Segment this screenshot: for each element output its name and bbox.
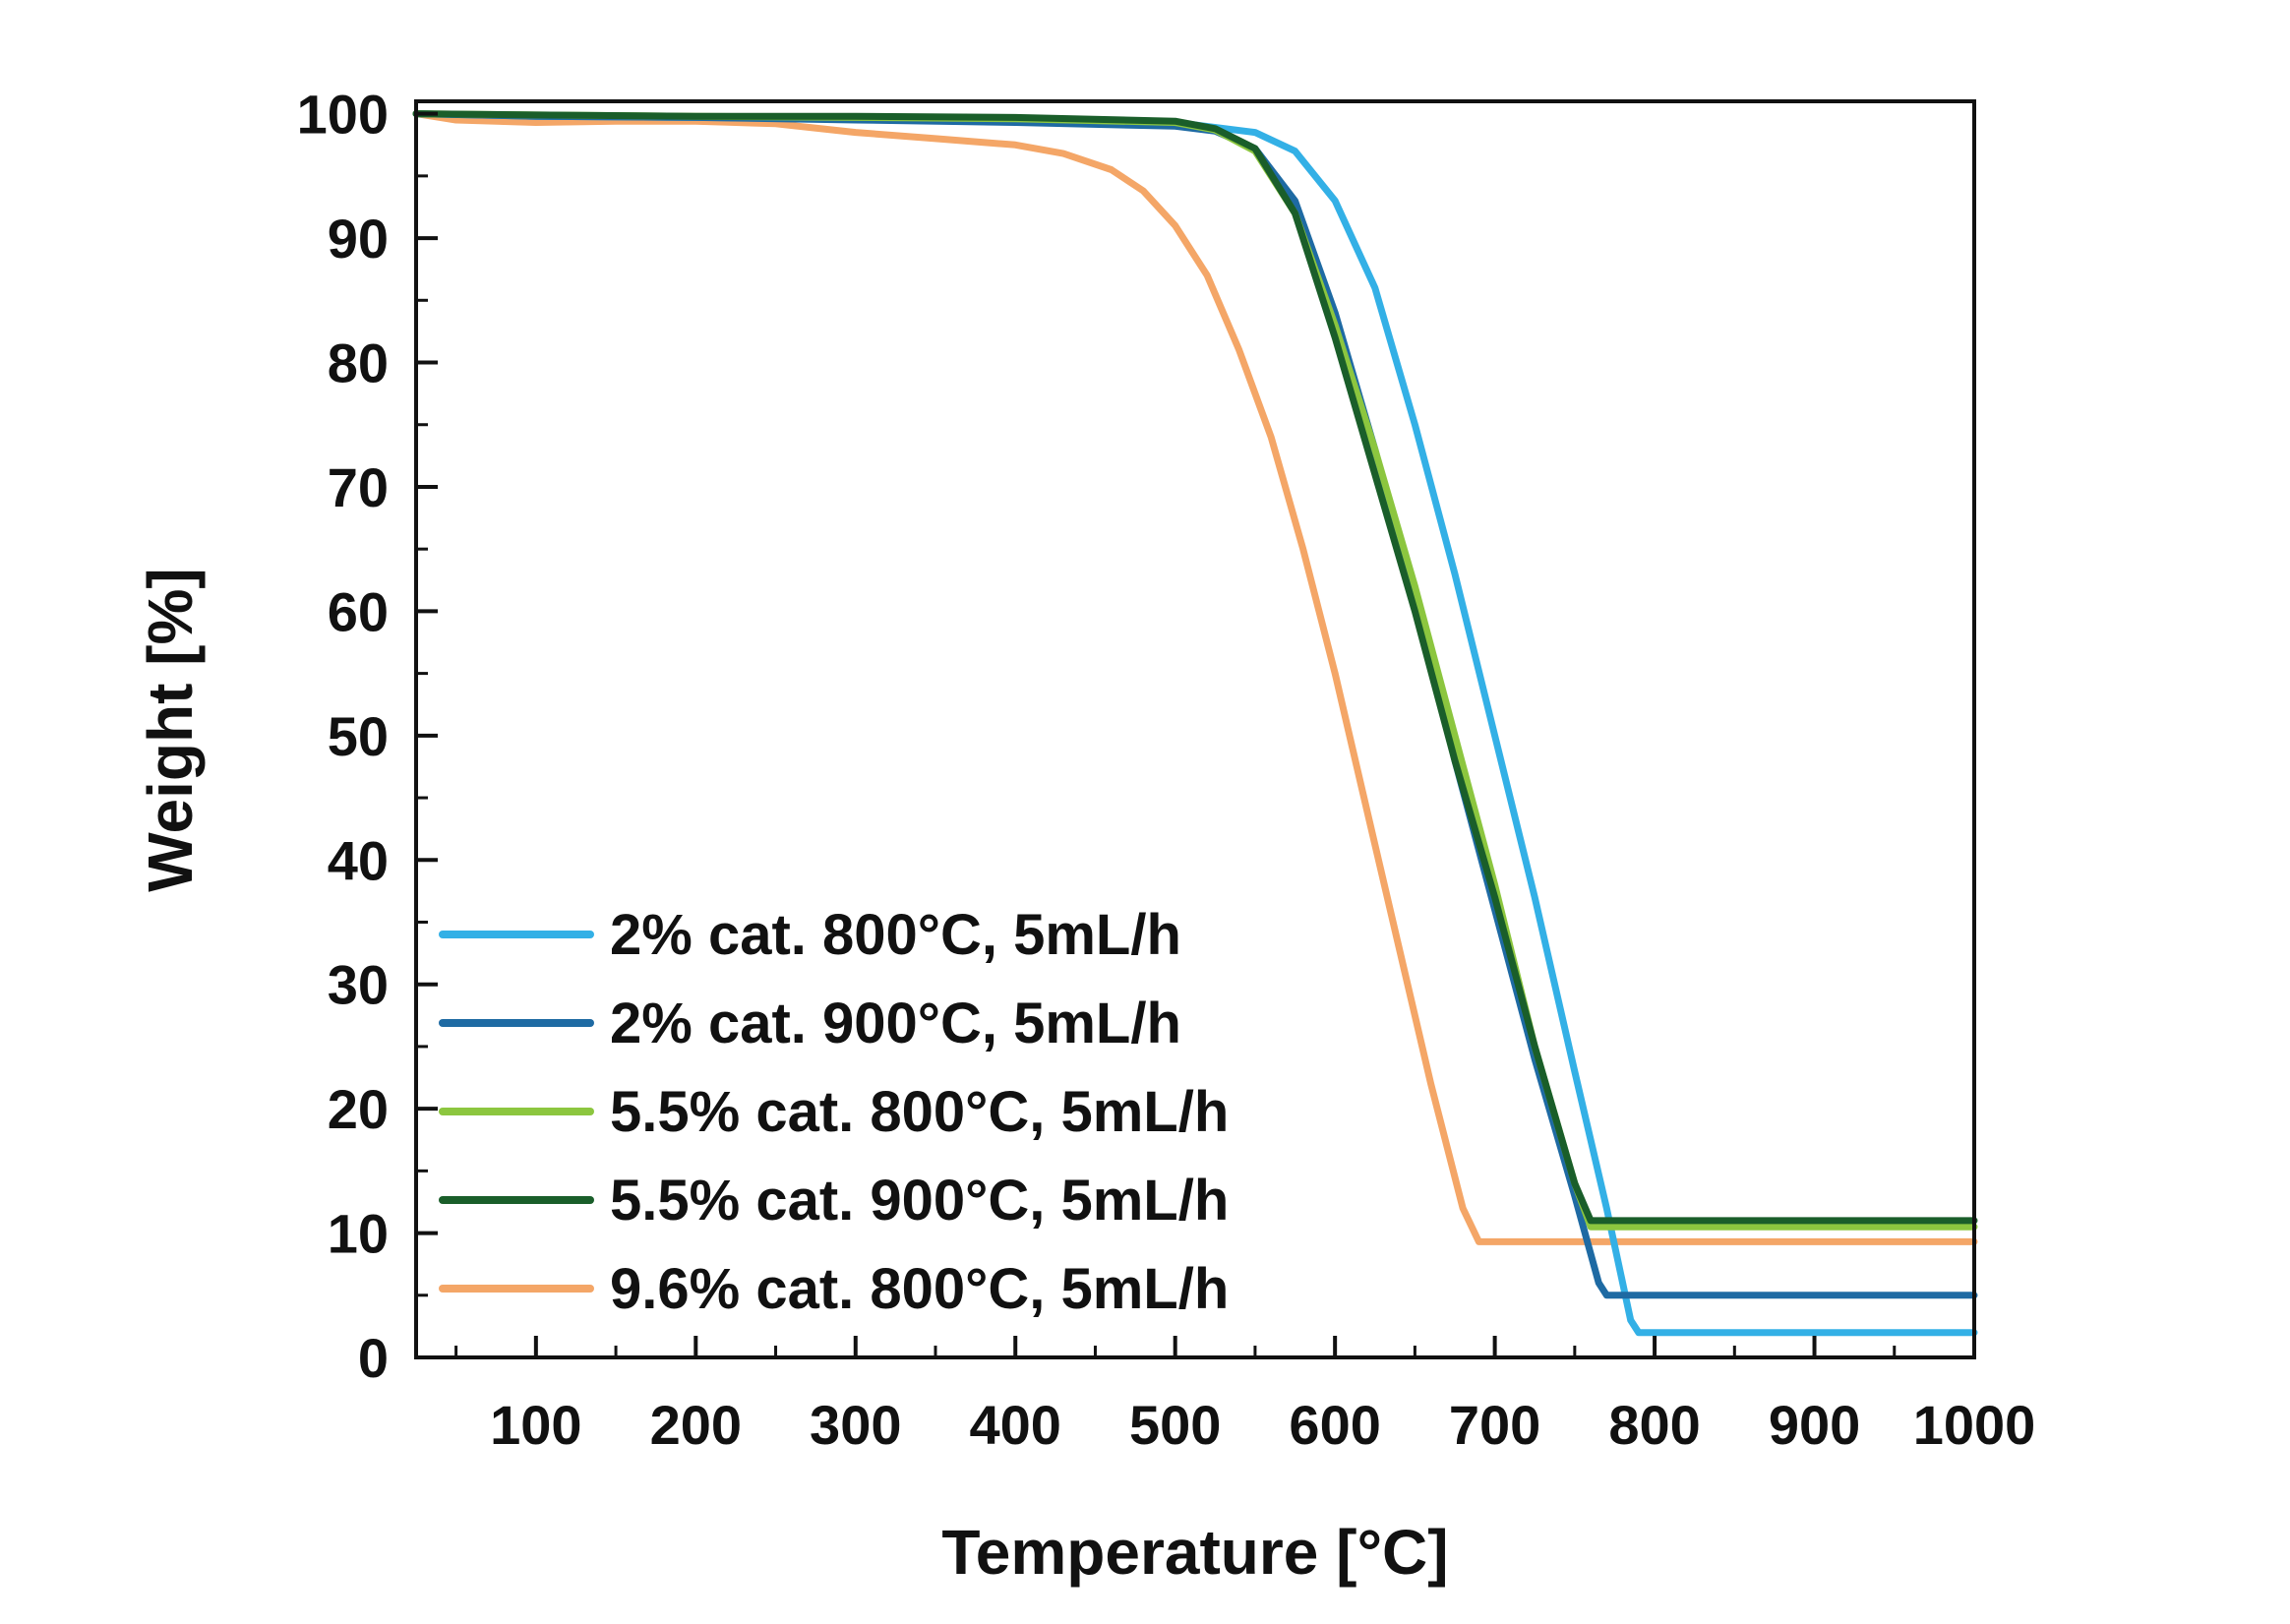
x-axis-title: Temperature [°C]: [941, 1517, 1448, 1588]
y-tick-label: 50: [328, 705, 389, 767]
legend: 2% cat. 800°C, 5mL/h 2% cat. 900°C, 5mL/h…: [439, 903, 1229, 1321]
legend-label-3: 5.5% cat. 800°C, 5mL/h: [610, 1080, 1229, 1144]
y-tick-label: 100: [297, 84, 389, 146]
x-tick-label: 1000: [1913, 1394, 2036, 1456]
x-tick-label: 400: [970, 1394, 1061, 1456]
x-tick-label: 600: [1289, 1394, 1380, 1456]
y-tick-label: 10: [328, 1203, 389, 1265]
series-line-5: [412, 110, 1978, 1245]
x-tick-label: 200: [650, 1394, 742, 1456]
y-tick-label: 60: [328, 580, 389, 642]
x-tick-label: 900: [1769, 1394, 1860, 1456]
x-tick-label: 100: [490, 1394, 581, 1456]
x-tick-label: 700: [1449, 1394, 1540, 1456]
series-line-4: [412, 110, 1978, 1225]
y-tick-label: 80: [328, 332, 389, 394]
legend-label-4: 5.5% cat. 900°C, 5mL/h: [610, 1169, 1229, 1233]
y-tick-label: 90: [328, 208, 389, 270]
y-tick-label: 70: [328, 456, 389, 518]
legend-label-2: 2% cat. 900°C, 5mL/h: [610, 992, 1181, 1055]
x-tick-label: 300: [810, 1394, 901, 1456]
y-tick-label: 0: [358, 1327, 389, 1389]
legend-label-5: 9.6% cat. 800°C, 5mL/h: [610, 1257, 1229, 1321]
axes: 100 200 300 400 500 600 700 800 900 1000 0 10 20 30 40…: [297, 84, 2036, 1456]
data-curves: [412, 110, 1978, 1337]
y-tick-label: 20: [328, 1078, 389, 1140]
y-axis-title: Weight [%]: [135, 568, 206, 891]
legend-label-1: 2% cat. 800°C, 5mL/h: [610, 903, 1181, 967]
y-tick-label: 30: [328, 954, 389, 1016]
x-tick-label: 800: [1608, 1394, 1700, 1456]
y-tick-label: 40: [328, 829, 389, 891]
plot-frame: [414, 99, 1976, 1359]
x-tick-label: 500: [1129, 1394, 1221, 1456]
